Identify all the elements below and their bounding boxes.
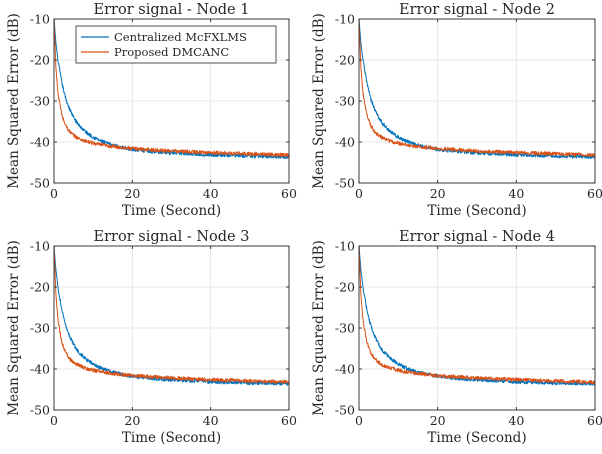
x-tick-label: 40	[203, 413, 219, 428]
y-axis-label: Mean Squared Error (dB)	[6, 13, 22, 189]
y-tick-label: -20	[30, 280, 50, 295]
x-axis-label: Time (Second)	[427, 430, 526, 446]
y-tick-label: -40	[335, 135, 355, 150]
y-tick-label: -20	[335, 280, 355, 295]
y-tick-label: -40	[335, 362, 355, 377]
y-axis-label: Mean Squared Error (dB)	[6, 240, 22, 416]
y-tick-label: -20	[30, 53, 50, 68]
x-tick-label: 0	[50, 186, 58, 201]
legend-label: Centralized McFXLMS	[114, 30, 247, 44]
chart-title: Error signal - Node 4	[399, 229, 555, 245]
subplot-node-1: 0 20 40 60 -10 -20 -30 -40 -50 Error signal - Nod…	[6, 2, 297, 219]
x-axis-label: Time (Second)	[122, 203, 221, 219]
series-line-proposed	[54, 246, 289, 385]
x-axis-label: Time (Second)	[122, 430, 221, 446]
legend-label: Proposed DMCANC	[114, 45, 229, 59]
y-tick-label: -30	[30, 94, 50, 109]
series-line-proposed	[54, 19, 289, 158]
x-tick-label: 60	[281, 413, 297, 428]
subplot-node-3: 0 20 40 60 -10 -20 -30 -40 -50 Error signal - Nod…	[6, 229, 297, 446]
x-tick-label: 0	[355, 186, 363, 201]
y-tick-label: -20	[335, 53, 355, 68]
y-tick-label: -50	[30, 176, 50, 191]
y-tick-label: -10	[30, 12, 50, 27]
legend-box	[75, 25, 277, 64]
x-tick-label: 40	[508, 413, 524, 428]
subplot-node-2: 0 20 40 60 -10 -20 -30 -40 -50 Error signal - Nod…	[311, 2, 602, 219]
y-tick-label: -40	[30, 362, 50, 377]
subplot-node-4: 0 20 40 60 -10 -20 -30 -40 -50 Error signal - Nod…	[311, 229, 602, 446]
chart-title: Error signal - Node 2	[399, 2, 555, 18]
y-tick-label: -50	[335, 403, 355, 418]
x-tick-label: 60	[281, 186, 297, 201]
series-line-proposed	[359, 19, 595, 158]
y-tick-label: -40	[30, 135, 50, 150]
x-tick-label: 60	[587, 413, 602, 428]
x-tick-label: 0	[355, 413, 363, 428]
y-tick-label: -10	[335, 12, 355, 27]
y-axis-label: Mean Squared Error (dB)	[311, 13, 327, 189]
x-tick-label: 40	[508, 186, 524, 201]
chart-title: Error signal - Node 1	[94, 2, 250, 18]
chart-title: Error signal - Node 3	[94, 229, 250, 245]
x-tick-label: 20	[430, 186, 446, 201]
x-tick-label: 40	[203, 186, 219, 201]
x-tick-label: 20	[430, 413, 446, 428]
x-tick-label: 0	[50, 413, 58, 428]
series-line-proposed	[359, 246, 595, 385]
y-tick-label: -30	[335, 321, 355, 336]
x-tick-label: 20	[124, 413, 140, 428]
y-tick-label: -50	[30, 403, 50, 418]
x-tick-label: 60	[587, 186, 602, 201]
y-tick-label: -10	[335, 239, 355, 254]
x-tick-label: 20	[124, 186, 140, 201]
y-axis-label: Mean Squared Error (dB)	[311, 240, 327, 416]
y-tick-label: -50	[335, 176, 355, 191]
y-tick-label: -10	[30, 239, 50, 254]
y-tick-label: -30	[335, 94, 355, 109]
y-tick-label: -30	[30, 321, 50, 336]
x-axis-label: Time (Second)	[427, 203, 526, 219]
